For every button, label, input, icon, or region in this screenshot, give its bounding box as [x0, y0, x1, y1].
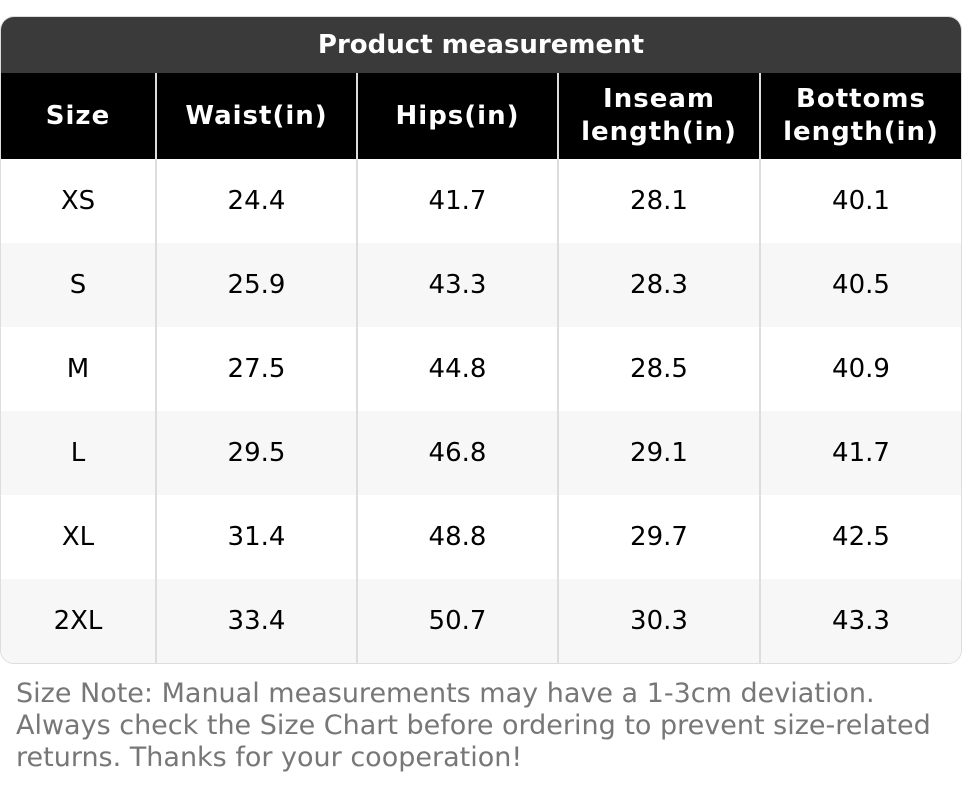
table-row: XL 31.4 48.8 29.7 42.5: [1, 495, 961, 579]
table-cell: 24.4: [155, 159, 356, 243]
table-row: L 29.5 46.8 29.1 41.7: [1, 411, 961, 495]
header-cell: Waist(in): [155, 73, 356, 159]
table-cell: 41.7: [356, 159, 557, 243]
table-cell: 25.9: [155, 243, 356, 327]
table-row: XS 24.4 41.7 28.1 40.1: [1, 159, 961, 243]
table-row: 2XL 33.4 50.7 30.3 43.3: [1, 579, 961, 663]
table-cell: 43.3: [356, 243, 557, 327]
header-cell: Inseam length(in): [557, 73, 759, 159]
table-cell: 46.8: [356, 411, 557, 495]
table-cell: 28.1: [557, 159, 759, 243]
size-note: Size Note: Manual measurements may have …: [16, 678, 931, 773]
table-cell: 30.3: [557, 579, 759, 663]
table-cell: L: [70, 437, 86, 468]
table-cell: 48.8: [356, 495, 557, 579]
table-cell: 43.3: [759, 579, 961, 663]
table-cell: S: [69, 269, 87, 300]
table-cell: 29.1: [557, 411, 759, 495]
table-row: M 27.5 44.8 28.5 40.9: [1, 327, 961, 411]
table-title: Product measurement: [1, 17, 961, 73]
header-row: Size Waist(in) Hips(in) Inseam length(in) Bo…: [1, 73, 961, 159]
table-cell: 41.7: [759, 411, 961, 495]
table-cell: 29.5: [155, 411, 356, 495]
table-cell: 40.1: [759, 159, 961, 243]
table-cell: 40.5: [759, 243, 961, 327]
size-table: Product measurement Size Waist(in) Hips(in…: [0, 16, 962, 664]
table-cell: 42.5: [759, 495, 961, 579]
header-cell: Size: [45, 100, 111, 131]
table-cell: 44.8: [356, 327, 557, 411]
table-cell: M: [66, 353, 90, 384]
header-cell: Hips(in): [356, 73, 557, 159]
table-cell: 28.5: [557, 327, 759, 411]
table-cell: 2XL: [53, 605, 103, 636]
table-cell: 40.9: [759, 327, 961, 411]
table-cell: XL: [61, 521, 95, 552]
header-cell: Bottoms length(in): [759, 73, 961, 159]
table-row: S 25.9 43.3 28.3 40.5: [1, 243, 961, 327]
table-cell: 29.7: [557, 495, 759, 579]
table-cell: 50.7: [356, 579, 557, 663]
table-cell: 27.5: [155, 327, 356, 411]
table-cell: 31.4: [155, 495, 356, 579]
table-cell: 33.4: [155, 579, 356, 663]
table-cell: 28.3: [557, 243, 759, 327]
table-cell: XS: [60, 185, 96, 216]
